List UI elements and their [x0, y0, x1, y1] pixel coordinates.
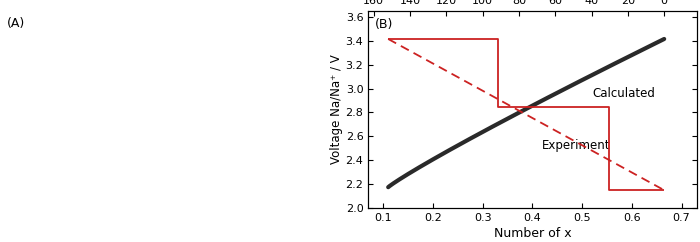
- Text: Calculated: Calculated: [592, 87, 655, 100]
- X-axis label: Number of x: Number of x: [494, 227, 571, 240]
- Text: Experiment: Experiment: [542, 139, 611, 152]
- Text: (A): (A): [7, 17, 25, 30]
- Text: (B): (B): [375, 18, 393, 31]
- Y-axis label: Voltage Na/Na⁺ / V: Voltage Na/Na⁺ / V: [330, 55, 343, 164]
